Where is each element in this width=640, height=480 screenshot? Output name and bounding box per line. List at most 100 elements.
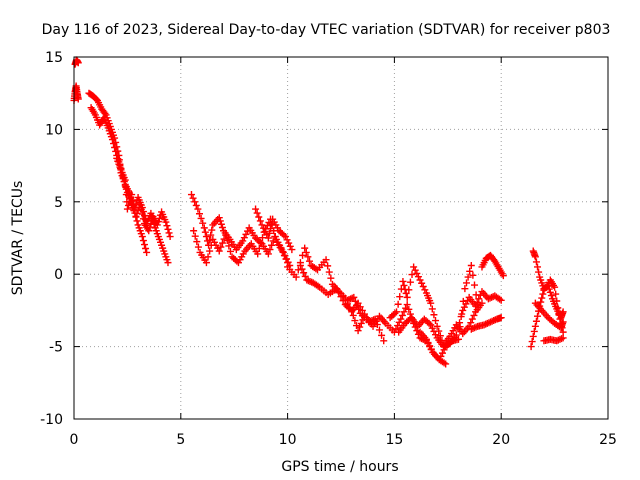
data-point: [348, 294, 356, 302]
data-point: [139, 237, 147, 245]
data-point: [485, 319, 493, 327]
data-point: [299, 251, 307, 259]
data-point: [136, 201, 144, 209]
data-point: [304, 277, 312, 285]
data-point: [459, 306, 467, 314]
data-point: [466, 267, 474, 275]
data-point: [537, 298, 545, 306]
data-point: [343, 300, 351, 308]
data-point: [191, 232, 199, 240]
series-s5: [113, 154, 174, 241]
y-tick-label: 5: [54, 195, 63, 211]
data-point: [194, 205, 202, 213]
data-point: [139, 215, 147, 223]
data-point: [487, 318, 495, 326]
data-point: [433, 322, 441, 330]
data-point: [283, 236, 291, 244]
data-point: [254, 250, 262, 258]
data-point: [430, 327, 438, 335]
data-point: [475, 295, 483, 303]
data-point: [467, 319, 475, 327]
data-point: [464, 297, 472, 305]
data-point: [138, 233, 146, 241]
data-point: [271, 233, 279, 241]
series-s8: [252, 205, 296, 254]
data-point: [122, 183, 130, 191]
data-point: [351, 317, 359, 325]
grid-lines: [74, 57, 608, 419]
data-point: [413, 327, 421, 335]
data-point: [539, 290, 547, 298]
data-point: [426, 342, 434, 350]
data-point: [428, 305, 436, 313]
data-point: [418, 279, 426, 287]
data-point: [391, 309, 399, 317]
data-point: [555, 311, 563, 319]
data-point: [528, 338, 536, 346]
series-s4: [87, 104, 172, 267]
data-point: [497, 314, 505, 322]
data-point: [380, 337, 388, 345]
data-point: [422, 335, 430, 343]
data-point: [402, 304, 410, 312]
data-point: [285, 239, 293, 247]
data-point: [402, 289, 410, 297]
data-point: [153, 221, 161, 229]
series-s2: [71, 56, 82, 68]
data-point: [428, 324, 436, 332]
data-point: [111, 144, 119, 151]
y-axis-label: SDTVAR / TECUs: [10, 181, 26, 296]
data-point: [400, 281, 408, 289]
data-point: [108, 136, 116, 144]
data-point: [535, 268, 543, 276]
data-point: [222, 231, 230, 239]
data-point: [470, 311, 478, 319]
y-tick-label: 15: [45, 50, 63, 66]
data-point: [256, 217, 264, 225]
data-point: [257, 239, 265, 247]
data-point: [199, 219, 207, 227]
data-point: [556, 335, 564, 343]
data-point: [406, 315, 414, 323]
data-point: [281, 233, 289, 241]
data-point: [123, 205, 131, 213]
series-s20: [540, 334, 567, 345]
x-tick-label: 5: [176, 432, 185, 448]
data-point: [292, 273, 300, 281]
data-point: [546, 288, 554, 296]
data-point: [483, 319, 491, 327]
data-point: [440, 346, 448, 354]
data-point: [393, 308, 401, 316]
data-point: [554, 336, 562, 344]
data-point: [327, 274, 335, 282]
plot-frame: [73, 56, 609, 420]
data-point: [303, 276, 311, 284]
data-point: [454, 335, 462, 343]
data-point: [394, 300, 402, 308]
data-point: [395, 318, 403, 326]
data-point: [162, 218, 170, 226]
data-point: [398, 311, 406, 319]
data-point: [460, 303, 468, 311]
data-point: [421, 286, 429, 294]
data-point: [405, 305, 413, 313]
data-point: [553, 297, 561, 305]
data-point: [416, 276, 424, 284]
data-point: [482, 320, 490, 328]
data-point: [490, 317, 498, 325]
data-point: [464, 273, 472, 281]
data-point: [286, 242, 294, 250]
data-point: [204, 253, 212, 261]
data-point: [378, 331, 386, 339]
data-point: [143, 248, 151, 256]
data-point: [218, 239, 226, 247]
data-point: [305, 257, 313, 265]
data-point: [545, 285, 553, 293]
data-point: [324, 262, 332, 270]
series-s18: [527, 276, 567, 351]
x-tick-label: 10: [279, 432, 297, 448]
series-s14: [416, 262, 482, 364]
data-point: [201, 228, 209, 236]
data-point: [253, 209, 261, 217]
data-point: [413, 269, 421, 277]
